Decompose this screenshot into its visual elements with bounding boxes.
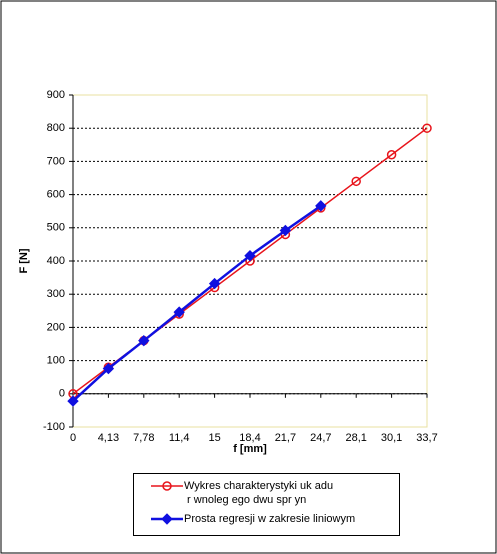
series-line	[72, 204, 322, 403]
point	[173, 306, 185, 318]
x-tick-label: 15	[208, 432, 220, 444]
x-tick-label: 30,1	[381, 432, 402, 444]
point	[162, 481, 172, 491]
point	[102, 362, 115, 375]
y-tick-label: 100	[47, 355, 65, 367]
y-tick-label: 400	[47, 255, 65, 267]
y-tick-label: 0	[59, 388, 65, 400]
y-tick-label: 800	[47, 122, 65, 134]
legend-item: Prosta regresji w zakresie liniowym	[150, 512, 355, 526]
point	[315, 200, 327, 212]
point	[67, 395, 79, 407]
y-tick-label: 500	[47, 222, 65, 234]
x-tick-label: 18,4	[239, 432, 260, 444]
point	[244, 249, 256, 262]
point	[386, 150, 397, 160]
x-axis-label: f [mm]	[233, 443, 267, 455]
x-tick-label: 28,1	[345, 432, 366, 444]
y-tick-label: 700	[47, 155, 65, 167]
legend-label: Prosta regresji w zakresie liniowym	[184, 513, 356, 525]
x-tick-label: 0	[70, 432, 76, 444]
point	[279, 224, 292, 237]
x-tick-label: 33,7	[416, 432, 437, 444]
point	[161, 513, 173, 525]
legend-swatch	[151, 513, 183, 525]
point	[208, 277, 221, 290]
x-tick-label: 7,78	[133, 432, 154, 444]
x-tick-label: 21,7	[275, 432, 296, 444]
legend: Wykres charakterystyki uk adu r wnoleg e…	[133, 473, 400, 536]
y-tick-label: -100	[43, 421, 65, 433]
x-tick-label: 4,13	[98, 432, 119, 444]
x-tick-label: 11,4	[169, 432, 190, 444]
legend-label: Wykres charakterystyki uk adu r wnoleg e…	[184, 480, 334, 506]
point	[138, 334, 150, 347]
point	[422, 123, 432, 133]
legend-swatch	[151, 481, 183, 491]
y-tick-label: 600	[47, 189, 65, 201]
y-axis-label: F [N]	[18, 248, 30, 273]
y-tick-label: 900	[47, 89, 65, 101]
y-tick-label: 300	[47, 288, 65, 300]
legend-item: Wykres charakterystyki uk adu r wnoleg e…	[150, 479, 333, 507]
x-tick-label: 24,7	[310, 432, 331, 444]
y-tick-label: 200	[47, 321, 65, 333]
point	[351, 176, 361, 187]
